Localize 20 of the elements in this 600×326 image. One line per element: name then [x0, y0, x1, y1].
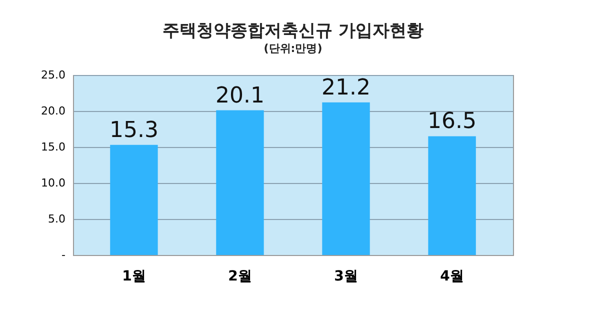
y-tick-label: 15.0	[41, 140, 66, 154]
y-tick-label: -	[62, 248, 66, 262]
y-tick-label: 10.0	[41, 176, 66, 190]
bar	[428, 136, 476, 255]
data-label: 20.1	[215, 83, 264, 108]
y-tick-label: 25.0	[41, 68, 66, 82]
x-tick-label: 4월	[440, 268, 464, 284]
bar	[110, 144, 158, 255]
bar	[216, 110, 264, 255]
chart-subtitle: (단위:만명)	[264, 42, 322, 55]
x-tick-label: 3월	[334, 268, 358, 284]
data-label: 21.2	[322, 75, 371, 100]
y-tick-label: 20.0	[41, 104, 66, 118]
data-label: 15.3	[109, 118, 158, 143]
x-tick-label: 2월	[228, 268, 252, 284]
chart-title: 주택청약종합저축신규 가입자현황	[162, 21, 424, 41]
x-tick-label: 1월	[122, 268, 146, 284]
data-label: 16.5	[428, 109, 477, 134]
y-tick-label: 5.0	[48, 212, 66, 226]
bar	[322, 102, 370, 255]
